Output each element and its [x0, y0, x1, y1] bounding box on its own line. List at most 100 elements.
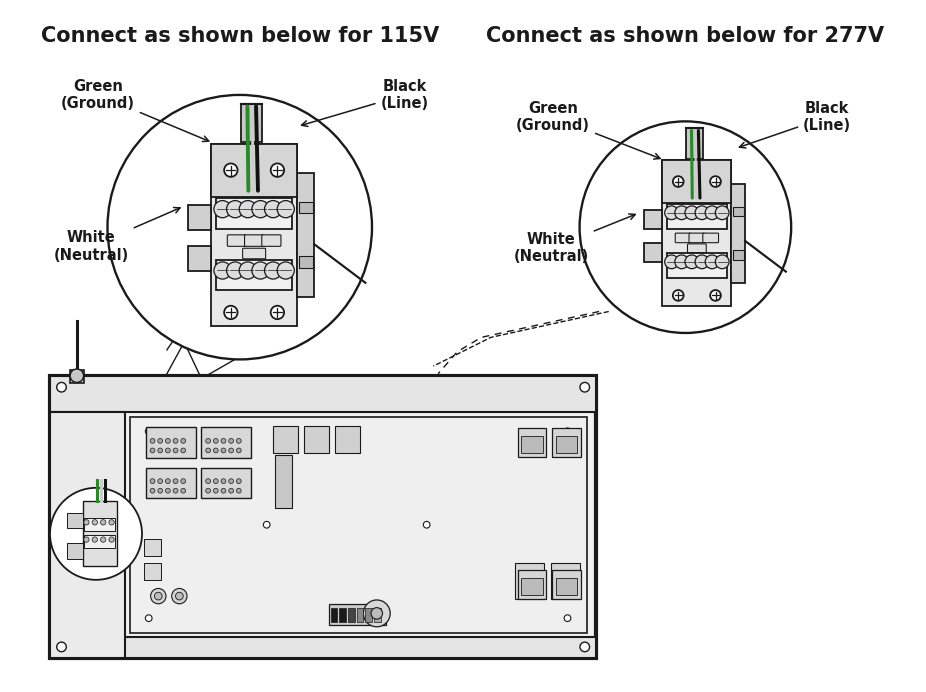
Circle shape [706, 206, 719, 219]
Circle shape [92, 520, 97, 525]
Circle shape [580, 642, 590, 652]
Circle shape [277, 262, 294, 279]
Circle shape [345, 428, 352, 435]
Circle shape [181, 448, 185, 453]
Circle shape [710, 176, 720, 187]
FancyBboxPatch shape [515, 563, 544, 599]
Circle shape [236, 489, 241, 493]
Circle shape [206, 479, 210, 484]
FancyBboxPatch shape [687, 244, 707, 253]
Circle shape [101, 537, 106, 543]
Circle shape [270, 163, 284, 177]
Text: Connect as shown below for 115V: Connect as shown below for 115V [41, 26, 439, 46]
Circle shape [213, 479, 219, 484]
Circle shape [695, 255, 708, 268]
FancyBboxPatch shape [662, 161, 732, 203]
Circle shape [221, 448, 226, 453]
FancyBboxPatch shape [188, 246, 211, 271]
Circle shape [145, 614, 152, 621]
FancyBboxPatch shape [644, 210, 662, 230]
Circle shape [101, 520, 106, 525]
Circle shape [50, 488, 142, 580]
Circle shape [675, 206, 689, 219]
Circle shape [229, 439, 233, 444]
Circle shape [221, 439, 226, 444]
Circle shape [109, 520, 114, 525]
FancyBboxPatch shape [331, 608, 337, 622]
Circle shape [173, 439, 178, 444]
Circle shape [166, 479, 170, 484]
Circle shape [181, 439, 185, 444]
FancyBboxPatch shape [70, 370, 83, 383]
Circle shape [239, 262, 257, 279]
Circle shape [173, 479, 178, 484]
Circle shape [92, 537, 97, 543]
FancyBboxPatch shape [667, 253, 727, 277]
FancyBboxPatch shape [556, 436, 577, 453]
Circle shape [236, 448, 241, 453]
FancyBboxPatch shape [144, 538, 161, 556]
Circle shape [221, 479, 226, 484]
FancyBboxPatch shape [732, 184, 745, 283]
Text: Black
(Line): Black (Line) [302, 79, 429, 127]
FancyBboxPatch shape [732, 207, 744, 216]
FancyBboxPatch shape [662, 161, 732, 306]
Circle shape [371, 608, 382, 619]
Circle shape [252, 201, 269, 218]
FancyBboxPatch shape [144, 563, 161, 580]
FancyBboxPatch shape [243, 248, 266, 259]
FancyBboxPatch shape [340, 608, 346, 622]
FancyBboxPatch shape [299, 256, 313, 268]
Circle shape [580, 121, 791, 333]
FancyBboxPatch shape [556, 578, 577, 595]
Circle shape [155, 592, 162, 600]
Text: White
(Neutral): White (Neutral) [54, 208, 180, 262]
Text: Green
(Ground): Green (Ground) [516, 101, 660, 159]
Circle shape [715, 255, 729, 268]
Circle shape [665, 206, 679, 219]
Circle shape [157, 439, 163, 444]
Circle shape [229, 489, 233, 493]
Circle shape [270, 306, 284, 319]
Circle shape [206, 439, 210, 444]
Circle shape [564, 614, 570, 621]
FancyBboxPatch shape [518, 570, 546, 599]
FancyBboxPatch shape [130, 417, 587, 632]
Circle shape [580, 383, 590, 392]
Circle shape [229, 479, 233, 484]
Circle shape [107, 95, 372, 359]
FancyBboxPatch shape [273, 426, 298, 453]
Circle shape [236, 439, 241, 444]
Circle shape [145, 428, 152, 435]
Circle shape [224, 163, 238, 177]
FancyBboxPatch shape [552, 428, 581, 457]
Circle shape [695, 206, 708, 219]
FancyBboxPatch shape [667, 204, 727, 228]
Circle shape [213, 489, 219, 493]
Circle shape [277, 201, 294, 218]
FancyBboxPatch shape [551, 563, 580, 599]
FancyBboxPatch shape [84, 518, 115, 531]
Circle shape [181, 489, 185, 493]
FancyBboxPatch shape [202, 468, 251, 498]
FancyBboxPatch shape [304, 426, 329, 453]
Circle shape [214, 201, 232, 218]
Circle shape [263, 521, 270, 528]
FancyBboxPatch shape [82, 501, 117, 567]
Text: Green
(Ground): Green (Ground) [61, 79, 208, 142]
FancyBboxPatch shape [675, 233, 691, 243]
Circle shape [83, 520, 89, 525]
FancyBboxPatch shape [244, 235, 264, 246]
Circle shape [206, 448, 210, 453]
Circle shape [173, 489, 178, 493]
Circle shape [675, 255, 689, 268]
Circle shape [715, 206, 729, 219]
Circle shape [224, 306, 238, 319]
FancyBboxPatch shape [299, 202, 313, 213]
FancyBboxPatch shape [703, 233, 719, 243]
Circle shape [227, 201, 244, 218]
Circle shape [265, 201, 282, 218]
Circle shape [239, 201, 257, 218]
Circle shape [227, 262, 244, 279]
Circle shape [213, 439, 219, 444]
